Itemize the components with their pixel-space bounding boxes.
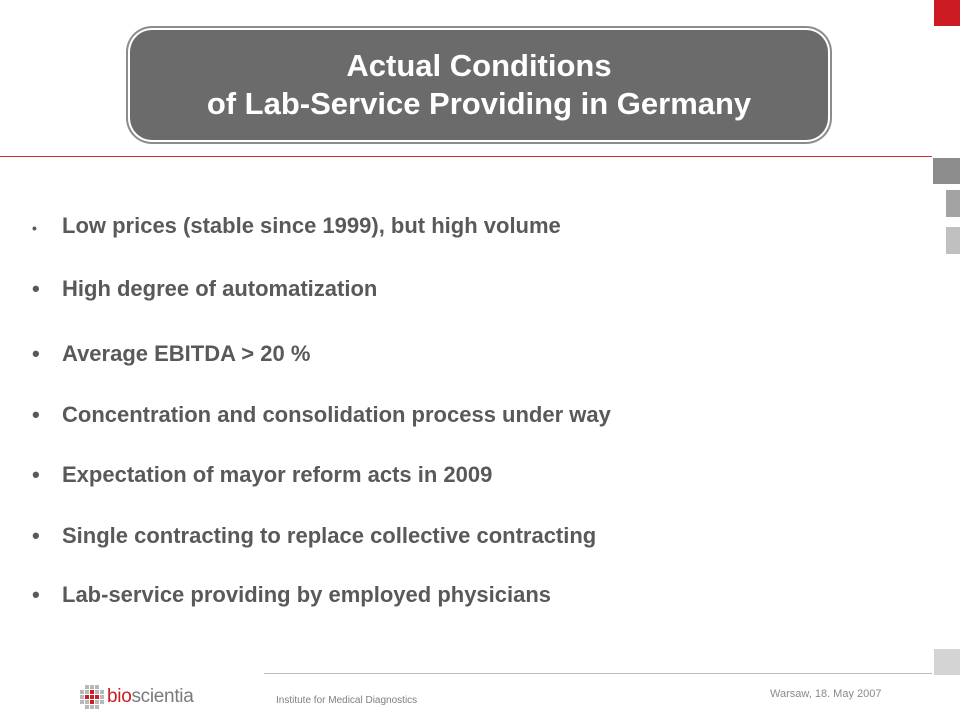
bullet-marker: • — [32, 220, 37, 236]
logo-grid-icon — [80, 685, 104, 709]
bullet-item: • Low prices (stable since 1999), but hig… — [30, 209, 561, 243]
bullet-item: • Lab-service providing by employed physi… — [30, 578, 551, 612]
bullet-marker: • — [32, 341, 40, 366]
title-line-2: of Lab-Service Providing in Germany — [206, 86, 752, 121]
bullet-item: • High degree of automatization — [30, 272, 377, 306]
side-square-4 — [934, 649, 960, 675]
bullet-text: Lab-service providing by employed physic… — [62, 582, 552, 607]
title-box: Actual Conditions of Lab-Service Providi… — [130, 30, 828, 140]
bullet-item: • Average EBITDA > 20 % — [30, 337, 310, 371]
side-square-3 — [946, 227, 960, 254]
bullet-marker: • — [32, 276, 40, 301]
bullet-item: • Concentration and consolidation process… — [30, 398, 611, 432]
corner-accent-red — [934, 0, 960, 26]
bullet-text: Expectation of mayor reform acts in 2009 — [62, 462, 493, 487]
bullet-marker: • — [32, 523, 40, 548]
logo-prefix: bio — [107, 686, 132, 707]
header-divider — [0, 156, 932, 157]
bullet-text: High degree of automatization — [62, 276, 378, 301]
bullet-text: Concentration and consolidation process … — [62, 402, 611, 427]
title-line-1: Actual Conditions — [346, 48, 612, 83]
bullet-marker: • — [32, 462, 40, 487]
logo-wordmark: bioscientia — [107, 686, 194, 708]
bullet-marker: • — [32, 582, 40, 607]
side-square-2 — [946, 190, 960, 217]
bullet-text: Single contracting to replace collective… — [62, 523, 597, 548]
bullet-item: • Expectation of mayor reform acts in 200… — [30, 458, 492, 492]
bullet-item: • Single contracting to replace collectiv… — [30, 519, 596, 553]
bullet-marker: • — [32, 402, 40, 427]
bioscientia-logo: bioscientia — [80, 684, 194, 710]
side-square-1 — [933, 158, 960, 184]
institute-label: Institute for Medical Diagnostics — [276, 695, 418, 706]
footer-date: Warsaw, 18. May 2007 — [770, 688, 882, 700]
bullet-text: Low prices (stable since 1999), but high… — [62, 213, 561, 238]
logo-suffix: scientia — [131, 686, 194, 707]
bullet-text: Average EBITDA > 20 % — [62, 341, 311, 366]
footer-divider — [264, 673, 932, 674]
